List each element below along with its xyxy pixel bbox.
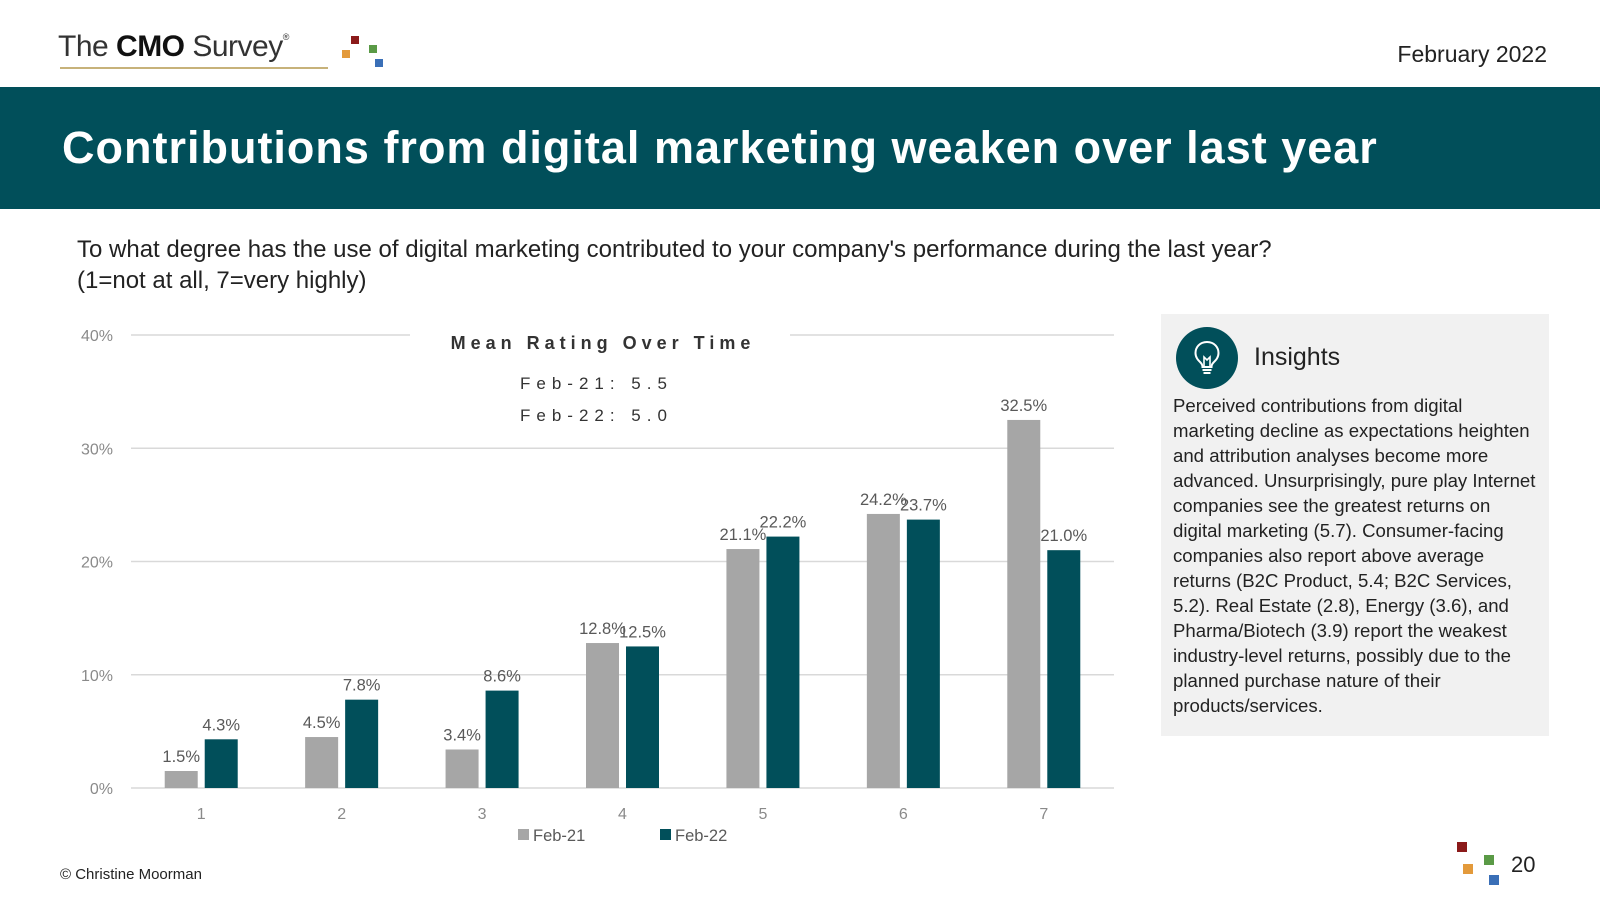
x-tick-label: 6 xyxy=(899,806,908,823)
logo-dot-orange xyxy=(342,50,350,58)
data-label: 7.8% xyxy=(343,677,381,695)
footer-dots-icon xyxy=(1452,842,1499,890)
data-label: 21.1% xyxy=(720,526,767,544)
logo-wordmark: The CMO Survey® xyxy=(58,30,289,64)
chart-legend: Feb-21 Feb-22 xyxy=(518,827,727,845)
logo-dot-green xyxy=(369,45,377,53)
insights-panel: Insights Perceived contributions from di… xyxy=(1161,314,1549,736)
logo-cmo: CMO xyxy=(116,30,185,63)
annotation-title: Mean Rating Over Time xyxy=(451,333,756,353)
data-label: 1.5% xyxy=(162,748,200,766)
copyright: © Christine Moorman xyxy=(60,866,202,883)
x-tick-label: 7 xyxy=(1039,806,1048,823)
data-label: 21.0% xyxy=(1040,527,1087,545)
x-tick-label: 2 xyxy=(337,806,346,823)
title-banner: Contributions from digital marketing wea… xyxy=(0,87,1600,209)
footer-dot-red xyxy=(1457,842,1467,852)
y-tick-label: 40% xyxy=(81,328,113,345)
data-label: 3.4% xyxy=(443,726,481,744)
bar-feb-21-6 xyxy=(866,513,900,788)
data-label: 22.2% xyxy=(760,514,807,532)
legend-swatch-feb21 xyxy=(518,829,529,840)
bar-feb-21-5 xyxy=(726,549,760,788)
bars xyxy=(164,419,1081,788)
data-label: 8.6% xyxy=(483,668,521,686)
bar-feb-22-1 xyxy=(204,739,238,788)
data-labels: 0% 10% 20% 30% 40% 1.5%4.3% 1 4.5% 7.8% 2 3.4% 8.6%… xyxy=(81,328,1088,823)
x-tick-label: 5 xyxy=(758,806,767,823)
data-label: 4.5% xyxy=(303,714,341,732)
data-label: 4.3% xyxy=(202,716,240,734)
footer-dot-orange xyxy=(1463,864,1473,874)
bar-feb-21-4 xyxy=(586,643,619,788)
footer-dot-green xyxy=(1484,855,1494,865)
data-label: 12.8% xyxy=(579,620,626,638)
data-label: 12.5% xyxy=(619,623,666,641)
data-label: 24.2% xyxy=(860,491,907,509)
legend-swatch-feb22 xyxy=(660,829,671,840)
insights-heading: Insights xyxy=(1254,343,1341,371)
footer-dot-blue xyxy=(1489,875,1499,885)
annotation-line-feb21: Feb-21: 5.5 xyxy=(520,374,673,393)
logo-dots-icon xyxy=(342,36,392,70)
cmo-survey-logo: The CMO Survey® xyxy=(58,30,383,74)
logo-survey: Survey xyxy=(184,30,283,63)
logo-registered-mark: ® xyxy=(282,32,290,42)
logo-dot-blue xyxy=(375,59,383,67)
page-number: 20 xyxy=(1511,852,1536,877)
logo-the: The xyxy=(58,30,117,63)
bar-feb-22-5 xyxy=(766,536,800,788)
bar-feb-22-7 xyxy=(1047,550,1081,788)
data-label: 23.7% xyxy=(900,497,947,515)
bar-feb-21-2 xyxy=(305,737,339,788)
bar-feb-21-7 xyxy=(1007,419,1041,788)
y-tick-label: 0% xyxy=(90,781,113,798)
x-tick-label: 4 xyxy=(618,806,627,823)
bar-feb-22-4 xyxy=(626,646,659,788)
bar-feb-22-6 xyxy=(906,519,940,788)
bar-feb-22-2 xyxy=(345,699,379,788)
bar-feb-21-1 xyxy=(164,771,198,788)
bar-feb-21-3 xyxy=(445,749,479,788)
logo-underline xyxy=(60,67,328,69)
question-line-2: (1=not at all, 7=very highly) xyxy=(77,267,367,294)
annotation-background xyxy=(410,318,790,430)
x-tick-label: 3 xyxy=(478,806,487,823)
slide-title: Contributions from digital marketing wea… xyxy=(62,122,1378,173)
report-date: February 2022 xyxy=(1397,41,1547,67)
legend-label-feb22: Feb-22 xyxy=(675,827,727,845)
y-tick-label: 20% xyxy=(81,555,113,572)
y-tick-label: 30% xyxy=(81,441,113,458)
x-tick-label: 1 xyxy=(197,806,206,823)
bar-feb-22-3 xyxy=(485,690,519,788)
survey-question: To what degree has the use of digital ma… xyxy=(77,234,1397,296)
question-line-1: To what degree has the use of digital ma… xyxy=(77,236,1272,263)
data-label: 32.5% xyxy=(1000,397,1047,415)
y-tick-label: 10% xyxy=(81,668,113,685)
annotation-line-feb22: Feb-22: 5.0 xyxy=(520,406,673,425)
insights-text: Perceived contributions from digital mar… xyxy=(1173,395,1536,716)
lightbulb-icon xyxy=(1176,327,1238,389)
legend-label-feb21: Feb-21 xyxy=(533,827,585,845)
logo-dot-red xyxy=(351,36,359,44)
